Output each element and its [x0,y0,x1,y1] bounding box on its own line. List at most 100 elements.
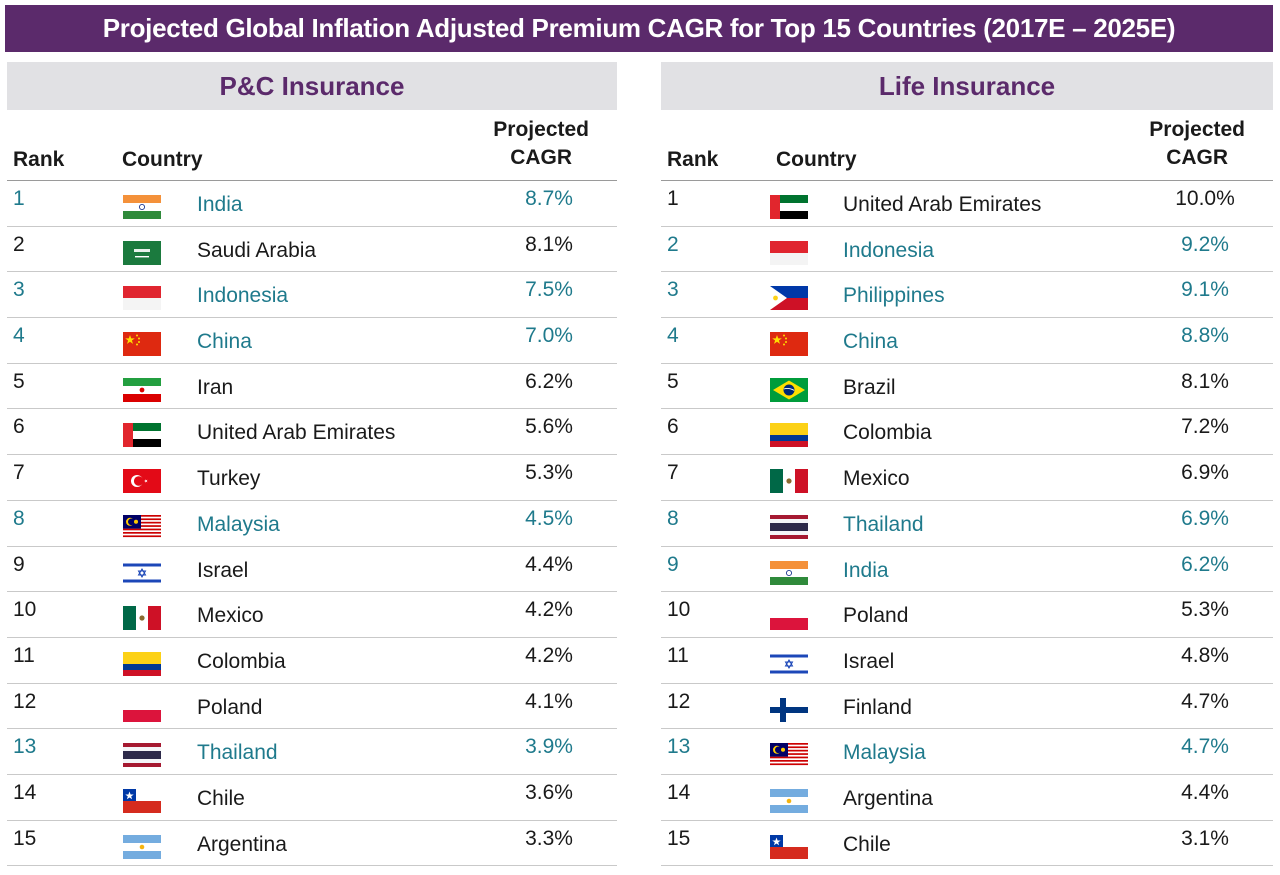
cagr-cell: 4.1% [525,689,573,713]
cagr-cell: 4.7% [1181,689,1229,713]
table-row: 14 Argentina 4.4% [661,775,1273,821]
rank-cell: 9 [13,552,25,576]
cagr-cell: 8.1% [525,232,573,256]
country-cell: Chile [197,786,245,810]
country-column-header: Country [776,148,857,171]
cagr-cell: 3.1% [1181,826,1229,850]
table-row: 13 Malaysia 4.7% [661,729,1273,775]
china-flag-icon [770,332,808,357]
rank-cell: 14 [13,780,37,804]
philippines-flag-icon [770,286,808,311]
country-cell: Thailand [843,512,924,536]
rank-cell: 15 [13,826,37,850]
cagr-header-line2: CAGR [1166,146,1229,169]
rank-cell: 15 [667,826,691,850]
table-row: 14 Chile 3.6% [7,775,617,821]
rank-cell: 2 [667,232,679,256]
cagr-cell: 6.9% [1181,461,1229,485]
country-cell: China [197,330,252,354]
table-row: 6 Colombia 7.2% [661,409,1273,456]
table-row: 8 Thailand 6.9% [661,501,1273,547]
country-cell: Turkey [197,467,261,491]
table-row: 1 India 8.7% [7,181,617,227]
malaysia-flag-icon [770,743,808,768]
country-cell: Mexico [197,604,264,628]
table-row: 7 Turkey 5.3% [7,455,617,501]
cagr-header-line1: Projected [493,118,589,141]
rank-cell: 4 [13,324,25,348]
saudi-flag-icon [123,240,161,265]
rank-cell: 13 [13,735,37,759]
country-cell: Colombia [843,421,932,445]
cagr-cell: 4.8% [1181,643,1229,667]
rank-cell: 1 [667,187,679,210]
rank-cell: 9 [667,552,679,576]
pc-panel-header: P&C Insurance [7,62,617,110]
cagr-header-line1: Projected [1149,118,1245,141]
israel-flag-icon [770,651,808,676]
life-insurance-panel: Life Insurance Rank Country Projected CA… [661,62,1273,867]
rank-cell: 5 [667,369,679,393]
brazil-flag-icon [770,377,808,402]
rank-column-header: Rank [667,148,719,171]
country-cell: India [843,558,889,582]
country-cell: United Arab Emirates [843,193,1042,216]
rank-cell: 10 [13,598,37,622]
cagr-cell: 3.3% [525,826,573,850]
pc-column-headers: Rank Country Projected CAGR [7,110,617,181]
rank-cell: 10 [667,598,691,622]
table-row: 11 Colombia 4.2% [7,638,617,684]
cagr-cell: 8.8% [1181,324,1229,348]
table-row: 3 Indonesia 7.5% [7,272,617,319]
table-row: 1 United Arab Emirates 10.0% [661,181,1273,227]
uae-flag-icon [770,195,808,219]
table-row: 5 Iran 6.2% [7,364,617,410]
colombia-flag-icon [770,423,808,448]
cagr-cell: 8.1% [1181,369,1229,393]
table-row: 13 Thailand 3.9% [7,729,617,775]
cagr-cell: 7.0% [525,324,573,348]
table-row: 4 China 8.8% [661,318,1273,364]
rank-cell: 3 [667,278,679,302]
country-cell: Malaysia [197,512,280,536]
cagr-cell: 8.7% [525,187,573,210]
country-cell: Israel [197,558,249,582]
country-cell: Argentina [197,832,287,856]
table-row: 2 Indonesia 9.2% [661,227,1273,273]
rank-cell: 11 [13,643,35,667]
cagr-cell: 9.1% [1181,278,1229,302]
rank-cell: 14 [667,780,691,804]
finland-flag-icon [770,697,808,722]
chile-flag-icon [123,788,161,813]
country-cell: Israel [843,649,895,673]
rank-cell: 6 [667,415,679,439]
cagr-cell: 4.7% [1181,735,1229,759]
cagr-cell: 5.3% [525,461,573,485]
thailand-flag-icon [123,743,161,768]
country-cell: Saudi Arabia [197,238,317,262]
india-flag-icon [770,560,808,585]
cagr-cell: 4.2% [525,598,573,622]
country-cell: Mexico [843,467,910,491]
cagr-cell: 6.2% [1181,552,1229,576]
india-flag-icon [123,195,161,219]
table-row: 15 Argentina 3.3% [7,821,617,867]
rank-cell: 5 [13,369,25,393]
cagr-cell: 5.6% [525,415,573,439]
country-cell: United Arab Emirates [197,421,396,445]
malaysia-flag-icon [123,514,161,539]
china-flag-icon [123,332,161,357]
rank-cell: 8 [13,506,25,530]
country-cell: India [197,193,243,216]
country-cell: Malaysia [843,741,926,765]
cagr-cell: 4.4% [525,552,573,576]
cagr-cell: 3.6% [525,780,573,804]
thailand-flag-icon [770,514,808,539]
table-row: 9 India 6.2% [661,547,1273,593]
rank-cell: 8 [667,506,679,530]
colombia-flag-icon [123,651,161,676]
table-row: 2 Saudi Arabia 8.1% [7,227,617,273]
country-cell: Finland [843,695,912,719]
rank-cell: 13 [667,735,691,759]
rank-cell: 6 [13,415,25,439]
